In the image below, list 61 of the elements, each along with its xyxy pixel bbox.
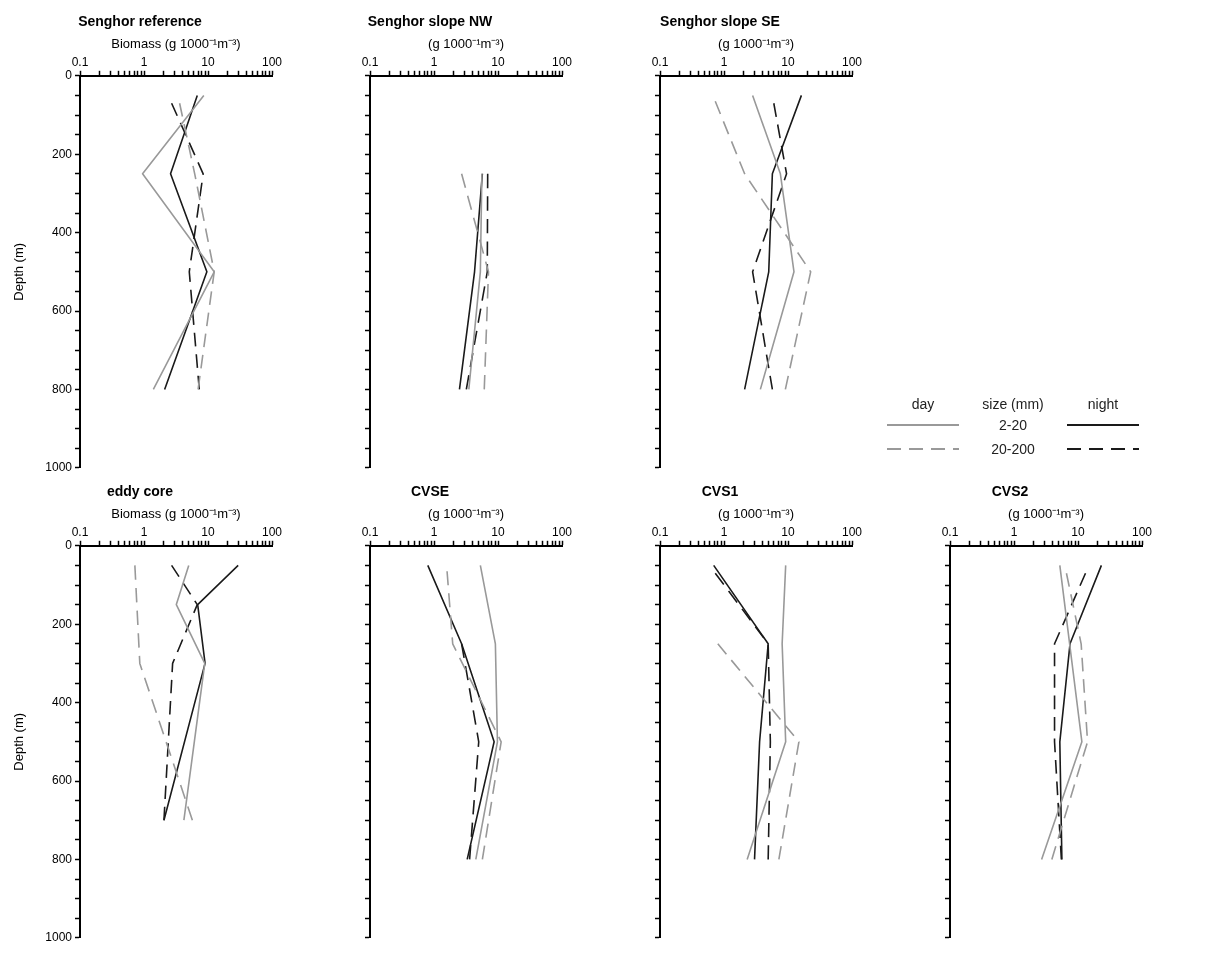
- x-axis-title: Biomass (g 1000⁻¹m⁻³): [111, 36, 241, 52]
- text: 20-200: [990, 440, 1036, 459]
- x-tick-label: 1: [430, 524, 438, 539]
- chart-title: CVS2: [991, 483, 1029, 500]
- x-tick-label: 1: [720, 524, 728, 539]
- legend-title: size (mm): [981, 396, 1045, 412]
- y-axis-title: Depth (m): [11, 242, 27, 301]
- x-tick-label: 100: [841, 54, 863, 69]
- x-tick-label: 0.1: [651, 54, 669, 69]
- chart-title: Senghor slope SE: [660, 13, 780, 30]
- y-tick-label: 800: [51, 381, 73, 396]
- x-tick-label: 10: [201, 524, 215, 539]
- chart-title: eddy core: [106, 483, 174, 500]
- y-tick-label: 800: [51, 851, 73, 866]
- x-axis-title: (g 1000⁻¹m⁻³): [428, 506, 504, 522]
- chart-title: Senghor reference: [78, 13, 203, 30]
- x-tick-label: 1: [430, 54, 438, 69]
- y-axis-title: Depth (m): [11, 712, 27, 771]
- x-axis-title: (g 1000⁻¹m⁻³): [428, 36, 504, 52]
- x-tick-label: 0.1: [941, 524, 959, 539]
- x-tick-label: 100: [841, 524, 863, 539]
- x-tick-label: 10: [491, 54, 505, 69]
- x-tick-label: 0.1: [361, 54, 379, 69]
- x-tick-label: 100: [1131, 524, 1153, 539]
- x-tick-label: 1: [1010, 524, 1018, 539]
- y-tick-label: 400: [51, 694, 73, 709]
- x-tick-label: 1: [140, 524, 148, 539]
- x-axis-title: (g 1000⁻¹m⁻³): [718, 506, 794, 522]
- x-tick-label: 100: [261, 54, 283, 69]
- x-tick-label: 10: [491, 524, 505, 539]
- x-axis-title: (g 1000⁻¹m⁻³): [1008, 506, 1084, 522]
- y-tick-label: 200: [51, 146, 73, 161]
- chart-title: Senghor slope NW: [367, 13, 494, 30]
- x-tick-label: 0.1: [71, 524, 89, 539]
- y-tick-label: 0: [65, 538, 73, 553]
- x-tick-label: 10: [781, 54, 795, 69]
- x-axis-title: Biomass (g 1000⁻¹m⁻³): [111, 506, 241, 522]
- y-tick-label: 600: [51, 773, 73, 788]
- x-tick-label: 10: [1071, 524, 1085, 539]
- x-tick-label: 0.1: [71, 54, 89, 69]
- x-tick-label: 10: [781, 524, 795, 539]
- x-tick-label: 100: [261, 524, 283, 539]
- y-tick-label: 200: [51, 616, 73, 631]
- text: night: [1086, 396, 1120, 412]
- chart-title: CVSE: [410, 483, 450, 500]
- y-tick-label: 1000: [45, 460, 73, 475]
- x-tick-label: 0.1: [361, 524, 379, 539]
- x-tick-label: 0.1: [651, 524, 669, 539]
- y-tick-label: 600: [51, 303, 73, 318]
- x-tick-label: 100: [551, 524, 573, 539]
- text: day: [910, 396, 936, 412]
- x-tick-label: 1: [140, 54, 148, 69]
- chart-title: CVS1: [701, 483, 739, 500]
- y-tick-label: 1000: [45, 930, 73, 945]
- y-tick-label: 400: [51, 224, 73, 239]
- x-tick-label: 10: [201, 54, 215, 69]
- text: 2-20: [998, 416, 1028, 435]
- x-tick-label: 1: [720, 54, 728, 69]
- x-tick-label: 100: [551, 54, 573, 69]
- x-axis-title: (g 1000⁻¹m⁻³): [718, 36, 794, 52]
- y-tick-label: 0: [65, 68, 73, 83]
